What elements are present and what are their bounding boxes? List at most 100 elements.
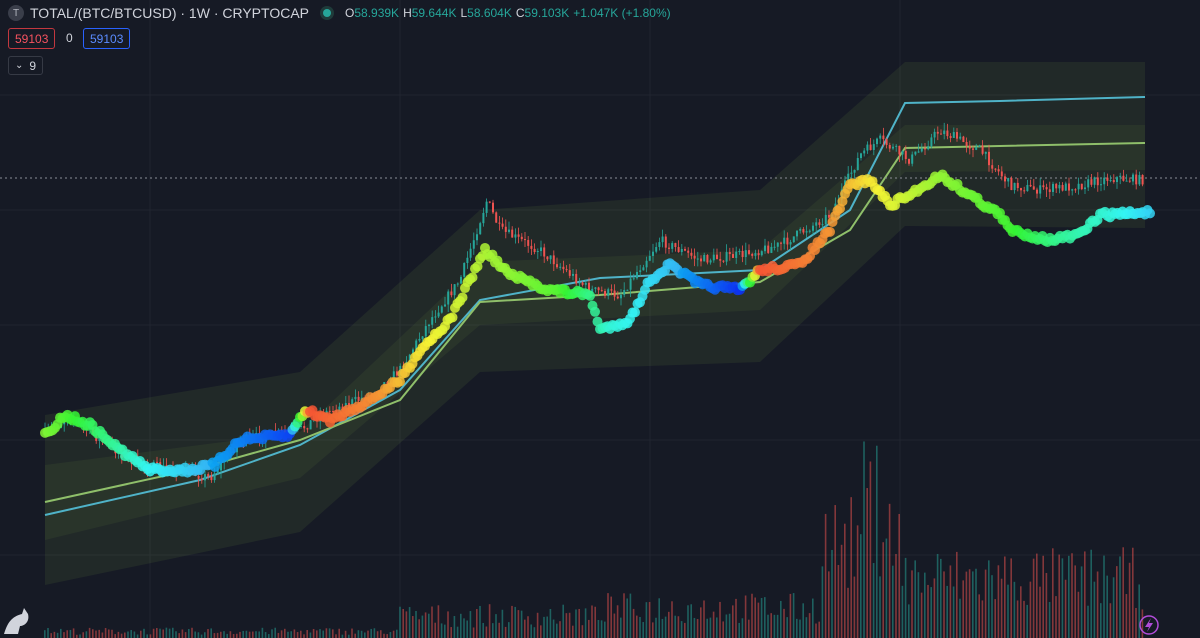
volume-bar	[600, 620, 603, 638]
candle-body	[783, 237, 786, 244]
candle-body	[220, 462, 222, 471]
volume-bar	[1023, 600, 1025, 638]
volume-bar	[1036, 553, 1038, 638]
candle-body	[485, 201, 488, 213]
volume-bar	[1122, 547, 1124, 638]
volume-bar	[421, 615, 424, 638]
volume-bar	[232, 634, 235, 638]
volume-bar	[792, 593, 795, 638]
candle-body	[508, 229, 510, 232]
candle-body	[1020, 188, 1022, 191]
candle-body	[492, 202, 494, 213]
volume-bar	[869, 461, 872, 638]
candle-body	[860, 153, 862, 159]
candle-body	[722, 260, 725, 262]
volume-bar	[623, 593, 625, 638]
volume-bar	[696, 619, 699, 638]
volume-bar	[485, 626, 488, 638]
volume-bar	[69, 629, 72, 638]
symbol[interactable]: TOTAL/(BTC/BTCUSD) · 1W · CRYPTOCAP	[30, 5, 309, 21]
dot	[590, 306, 600, 317]
candle-body	[1132, 174, 1134, 182]
volume-bar	[354, 633, 356, 638]
candle-body	[447, 291, 450, 305]
volume-bar	[248, 631, 251, 638]
sell-button[interactable]: 59103	[8, 28, 56, 49]
candle-body	[904, 150, 907, 160]
volume-bar	[972, 571, 974, 638]
candle-body	[482, 212, 485, 224]
volume-bar	[741, 618, 744, 638]
volume-bar	[904, 557, 907, 638]
volume-bar	[296, 632, 299, 638]
volume-bar	[898, 513, 900, 638]
volume-bar	[780, 600, 782, 638]
candle-body	[562, 266, 565, 270]
candle-body	[908, 159, 910, 164]
volume-bar	[72, 628, 75, 638]
volume-bar	[223, 631, 225, 638]
volume-bar	[239, 631, 241, 638]
cyan-line	[44, 96, 1146, 516]
volume-bar	[1000, 578, 1003, 638]
candle-body	[664, 236, 667, 248]
candle-body	[632, 278, 635, 280]
lightning-button[interactable]	[1139, 615, 1159, 635]
indicators-toggle[interactable]: ⌄ 9	[8, 56, 44, 75]
candle-body	[200, 478, 203, 481]
candle-body	[1080, 183, 1083, 190]
candle-body	[636, 271, 638, 279]
candle-body	[738, 250, 741, 252]
candle-body	[936, 131, 939, 134]
candle-body	[952, 132, 955, 138]
candle-body	[866, 144, 869, 151]
ohlc-value: 59.103K	[524, 6, 570, 20]
volume-bar	[917, 572, 920, 638]
volume-bar	[543, 616, 545, 638]
candle-body	[1052, 183, 1054, 192]
volume-bar	[725, 614, 728, 638]
volume-bar	[860, 534, 862, 638]
buy-button[interactable]: 59103	[83, 28, 131, 49]
candle-body	[687, 250, 690, 253]
candle-body	[514, 234, 517, 238]
candle-body	[543, 247, 546, 257]
candle-body	[946, 130, 949, 137]
dot	[825, 226, 835, 237]
volume-bar	[943, 571, 945, 638]
candle-body	[197, 475, 200, 479]
candle-body	[671, 243, 674, 249]
volume-bar	[888, 503, 891, 638]
candle-body	[1103, 177, 1106, 185]
candle-body	[1048, 189, 1051, 192]
volume-bar	[591, 605, 593, 638]
volume-bar	[1103, 555, 1105, 638]
volume-bar	[546, 616, 548, 638]
volume-bar	[508, 622, 510, 638]
candle-body	[802, 229, 805, 233]
volume-bar	[562, 604, 564, 638]
volume-bar	[920, 592, 923, 638]
volume-bar	[975, 568, 977, 638]
candle-body	[476, 234, 478, 241]
candle-body	[530, 245, 533, 249]
volume-bar	[1074, 565, 1076, 638]
volume-bar	[815, 623, 817, 638]
volume-bar	[1007, 584, 1009, 638]
candle-body	[728, 252, 731, 255]
volume-bar	[178, 633, 180, 638]
candle-body	[540, 247, 542, 252]
candle-body	[1122, 175, 1125, 181]
volume-bar	[818, 621, 820, 638]
candle-body	[914, 151, 917, 155]
volume-bar	[604, 621, 606, 638]
candle-body	[495, 212, 498, 223]
candle-body	[895, 145, 898, 147]
volume-bar	[895, 554, 897, 638]
volume-bar	[271, 629, 273, 638]
candle-body	[348, 403, 350, 406]
volume-bar	[229, 631, 232, 638]
candle-body	[668, 247, 670, 249]
candle-body	[892, 146, 894, 149]
volume-bar	[236, 633, 238, 638]
